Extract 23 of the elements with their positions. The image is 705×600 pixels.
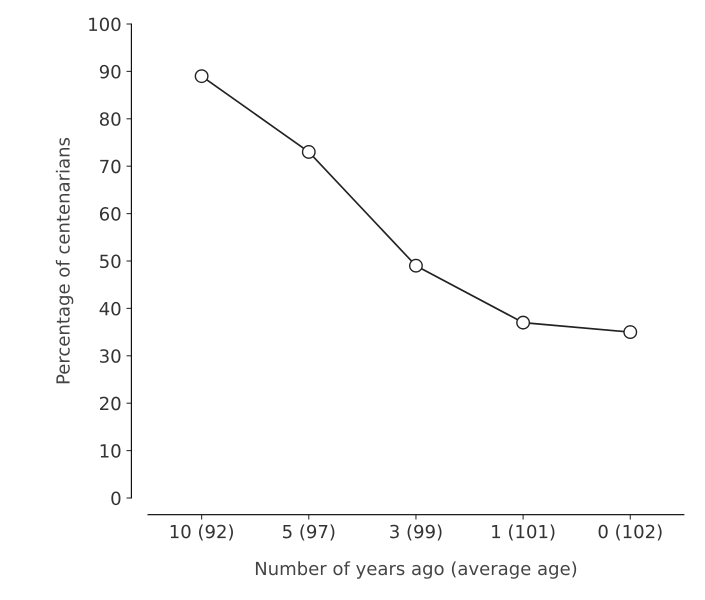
y-tick-label: 90 bbox=[100, 64, 120, 79]
point bbox=[409, 258, 423, 273]
point bbox=[194, 69, 209, 84]
point bbox=[516, 316, 530, 330]
y-tick-label: 40 bbox=[100, 302, 120, 316]
y-tick-label: 10 bbox=[100, 444, 120, 458]
y-tick-label: 60 bbox=[100, 207, 120, 221]
y-tick-label: 0 bbox=[111, 491, 120, 506]
x-tick-label: 1 (101) bbox=[492, 524, 554, 540]
x-tick-label: 10 (92) bbox=[170, 524, 233, 540]
x-axis-title: Number of years ago (average age) bbox=[256, 561, 576, 579]
point bbox=[623, 325, 638, 340]
y-tick-label: 30 bbox=[100, 349, 120, 363]
x-tick-label: 3 (99) bbox=[390, 524, 442, 540]
y-tick-label: 20 bbox=[100, 396, 120, 410]
y-tick-label: 70 bbox=[100, 160, 120, 174]
point bbox=[302, 145, 316, 159]
y-tick-label: 100 bbox=[89, 17, 120, 32]
x-tick-label: 0 (102) bbox=[598, 524, 662, 540]
y-axis-title: Percentage of centenarians bbox=[56, 138, 74, 384]
y-tick-label: 50 bbox=[100, 254, 120, 268]
x-tick-label: 5 (97) bbox=[283, 524, 334, 540]
y-tick-label: 80 bbox=[100, 112, 120, 126]
